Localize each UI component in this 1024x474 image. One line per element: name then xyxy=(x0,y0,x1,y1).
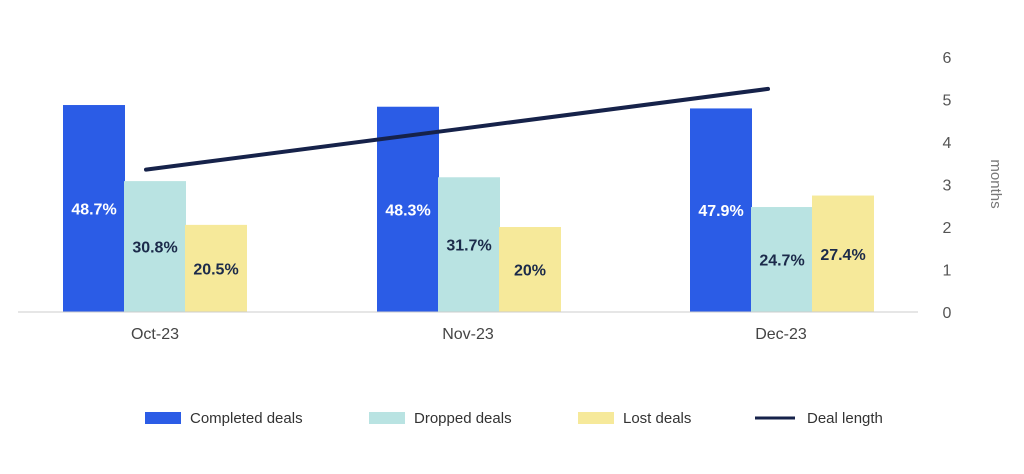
category-label-nov-23: Nov-23 xyxy=(442,326,494,343)
data-label: 20% xyxy=(514,263,546,280)
deal-length-line xyxy=(144,86,770,172)
legend-swatch-completed-deals xyxy=(145,412,181,424)
data-label: 48.7% xyxy=(71,202,116,219)
data-label: 48.3% xyxy=(385,202,430,219)
data-label: 24.7% xyxy=(759,253,804,270)
bar-lost-deals-nov-23 xyxy=(499,227,561,312)
data-label: 27.4% xyxy=(820,247,865,264)
right-axis: 0 1 2 3 4 5 6 xyxy=(943,50,952,322)
category-label-oct-23: Oct-23 xyxy=(131,326,179,343)
bars-layer: 48.7% 30.8% 20.5% 48.3% 31.7% 20% 47.9% 24.7% 27… xyxy=(63,105,874,313)
data-label: 30.8% xyxy=(132,240,177,257)
bar-dropped-deals-dec-23 xyxy=(751,207,813,312)
right-axis-tick: 2 xyxy=(943,220,952,237)
legend-label-dropped-deals: Dropped deals xyxy=(414,410,512,427)
right-axis-tick: 5 xyxy=(943,93,952,110)
bar-completed-deals-oct-23 xyxy=(63,105,125,313)
bar-completed-deals-nov-23 xyxy=(377,106,439,312)
right-axis-tick: 4 xyxy=(943,135,952,152)
data-label: 20.5% xyxy=(193,261,238,278)
legend-label-completed-deals: Completed deals xyxy=(190,410,303,427)
legend: Completed deals Dropped deals Lost deals De… xyxy=(145,410,883,427)
category-labels: Oct-23 Nov-23 Dec-23 xyxy=(131,326,807,343)
right-axis-tick: 0 xyxy=(943,305,952,322)
bar-completed-deals-dec-23 xyxy=(690,108,752,312)
bar-dropped-deals-nov-23 xyxy=(438,177,500,312)
legend-swatch-lost-deals xyxy=(578,412,614,424)
deal-length-layer xyxy=(144,86,770,172)
legend-swatch-dropped-deals xyxy=(369,412,405,424)
legend-label-lost-deals: Lost deals xyxy=(623,410,691,427)
right-axis-tick: 3 xyxy=(943,178,952,195)
bar-lost-deals-dec-23 xyxy=(812,195,874,312)
data-label: 47.9% xyxy=(698,203,743,220)
bar-dropped-deals-oct-23 xyxy=(124,181,186,312)
right-axis-tick: 6 xyxy=(943,50,952,67)
bar-lost-deals-oct-23 xyxy=(185,224,247,312)
legend-label-deal-length: Deal length xyxy=(807,410,883,427)
right-axis-tick: 1 xyxy=(943,263,952,280)
data-label: 31.7% xyxy=(446,238,491,255)
right-axis-title: months xyxy=(987,159,1004,208)
category-label-dec-23: Dec-23 xyxy=(755,326,807,343)
